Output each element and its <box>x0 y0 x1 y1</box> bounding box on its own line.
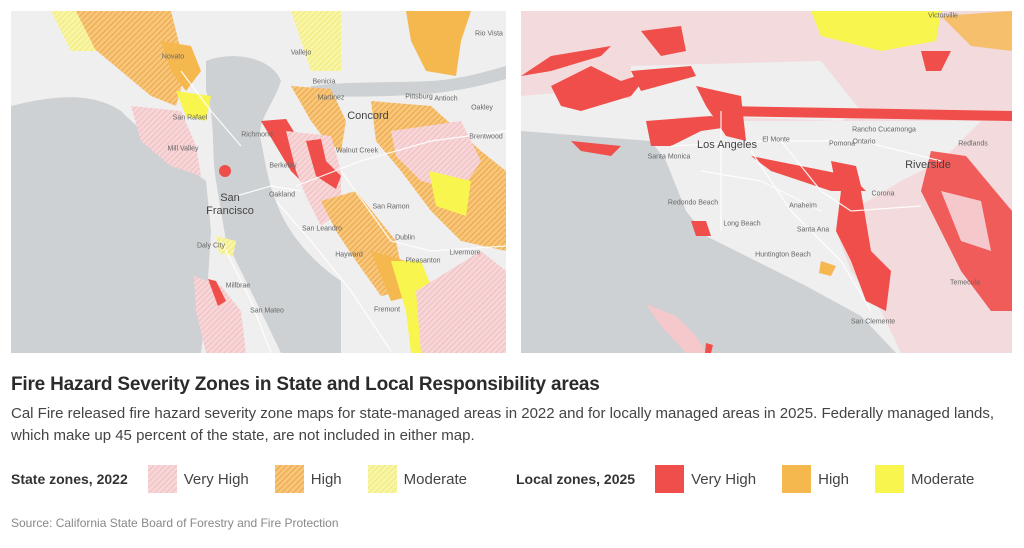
map-label: Long Beach <box>723 220 761 228</box>
source-note: Source: California State Board of Forest… <box>11 516 339 530</box>
map-label: El Monte <box>762 136 790 144</box>
map-label: San Ramon <box>372 203 410 211</box>
swatch-very-high-local <box>655 465 685 493</box>
map-label: Corona <box>871 190 895 198</box>
legend-label: Moderate <box>910 470 975 488</box>
map-label: Pomona <box>828 140 856 148</box>
legend-local-zones: Local zones, 2025 Very High High Moderat… <box>516 465 1000 493</box>
map-label: Anaheim <box>789 202 817 210</box>
map-label: Daly City <box>196 242 226 250</box>
map-label: San Mateo <box>250 307 284 315</box>
bay-area-map[interactable]: San Francisco Concord Oakland Berkeley R… <box>11 11 506 353</box>
map-label: Redlands <box>958 140 988 148</box>
map-label: Dublin <box>395 234 415 242</box>
map-label: San Rafael <box>172 114 208 122</box>
map-label: Riverside <box>905 159 951 171</box>
map-label: Santa Ana <box>796 226 830 234</box>
swatch-moderate-local <box>874 465 904 493</box>
map-label: San Clemente <box>850 318 896 326</box>
map-label: Livermore <box>449 249 481 257</box>
map-label: Martinez <box>317 94 345 102</box>
map-label: Berkeley <box>269 162 297 170</box>
delta <box>311 66 506 97</box>
swatch-high-local <box>782 465 812 493</box>
map-label: Vallejo <box>290 49 312 57</box>
legend-label: Moderate <box>403 470 468 488</box>
los-angeles-map-shapes <box>521 11 1012 353</box>
los-angeles-map[interactable]: Los Angeles Riverside Santa Monica El Mo… <box>521 11 1012 353</box>
map-label: Santa Monica <box>647 153 691 161</box>
map-label: Rancho Cucamonga <box>852 126 916 134</box>
map-label: Richmond <box>241 131 273 139</box>
map-label: Redondo Beach <box>667 199 719 207</box>
map-label: Los Angeles <box>697 139 757 151</box>
legend-label: Very High <box>691 470 757 488</box>
map-label: Novato <box>161 53 185 61</box>
legend-state-zones: State zones, 2022 Very High High Moderat… <box>11 465 493 493</box>
map-label: Benicia <box>312 78 336 86</box>
legend-label: Very High <box>183 470 249 488</box>
bay <box>206 56 341 353</box>
legend-label: High <box>818 470 849 488</box>
map-label: Hayward <box>335 251 363 259</box>
map-label: Victorville <box>928 12 958 20</box>
map-label: Concord <box>347 110 389 122</box>
map-label: Fremont <box>373 306 401 314</box>
legend-title: State zones, 2022 <box>11 471 128 487</box>
legend-label: High <box>310 470 342 488</box>
map-label: Temecula <box>950 279 980 287</box>
map-label: San Francisco <box>206 192 254 217</box>
map-label: Oakland <box>268 191 296 199</box>
map-label: Ontario <box>852 138 876 146</box>
swatch-high-state <box>274 465 304 493</box>
ocean <box>521 131 896 353</box>
bay-area-map-shapes <box>11 11 506 353</box>
legend-title: Local zones, 2025 <box>516 471 636 487</box>
map-label: Walnut Creek <box>335 147 379 155</box>
map-label: San Leandro <box>301 225 343 233</box>
swatch-moderate-state <box>367 465 397 493</box>
map-label: Antioch <box>434 95 458 103</box>
map-label: Oakley <box>471 104 493 112</box>
map-label: Mill Valley <box>167 145 199 153</box>
ocean <box>11 97 211 353</box>
map-label: Pittsburg <box>405 93 433 101</box>
swatch-very-high-state <box>147 465 177 493</box>
map-label: Brentwood <box>469 133 503 141</box>
figure-subtitle: Cal Fire released fire hazard severity z… <box>11 405 995 444</box>
map-label: Pleasanton <box>405 257 441 265</box>
map-label: Rio Vista <box>475 30 503 38</box>
map-label: Huntington Beach <box>755 251 811 259</box>
map-label: Millbrae <box>225 282 251 290</box>
figure-title: Fire Hazard Severity Zones in State and … <box>11 374 600 395</box>
